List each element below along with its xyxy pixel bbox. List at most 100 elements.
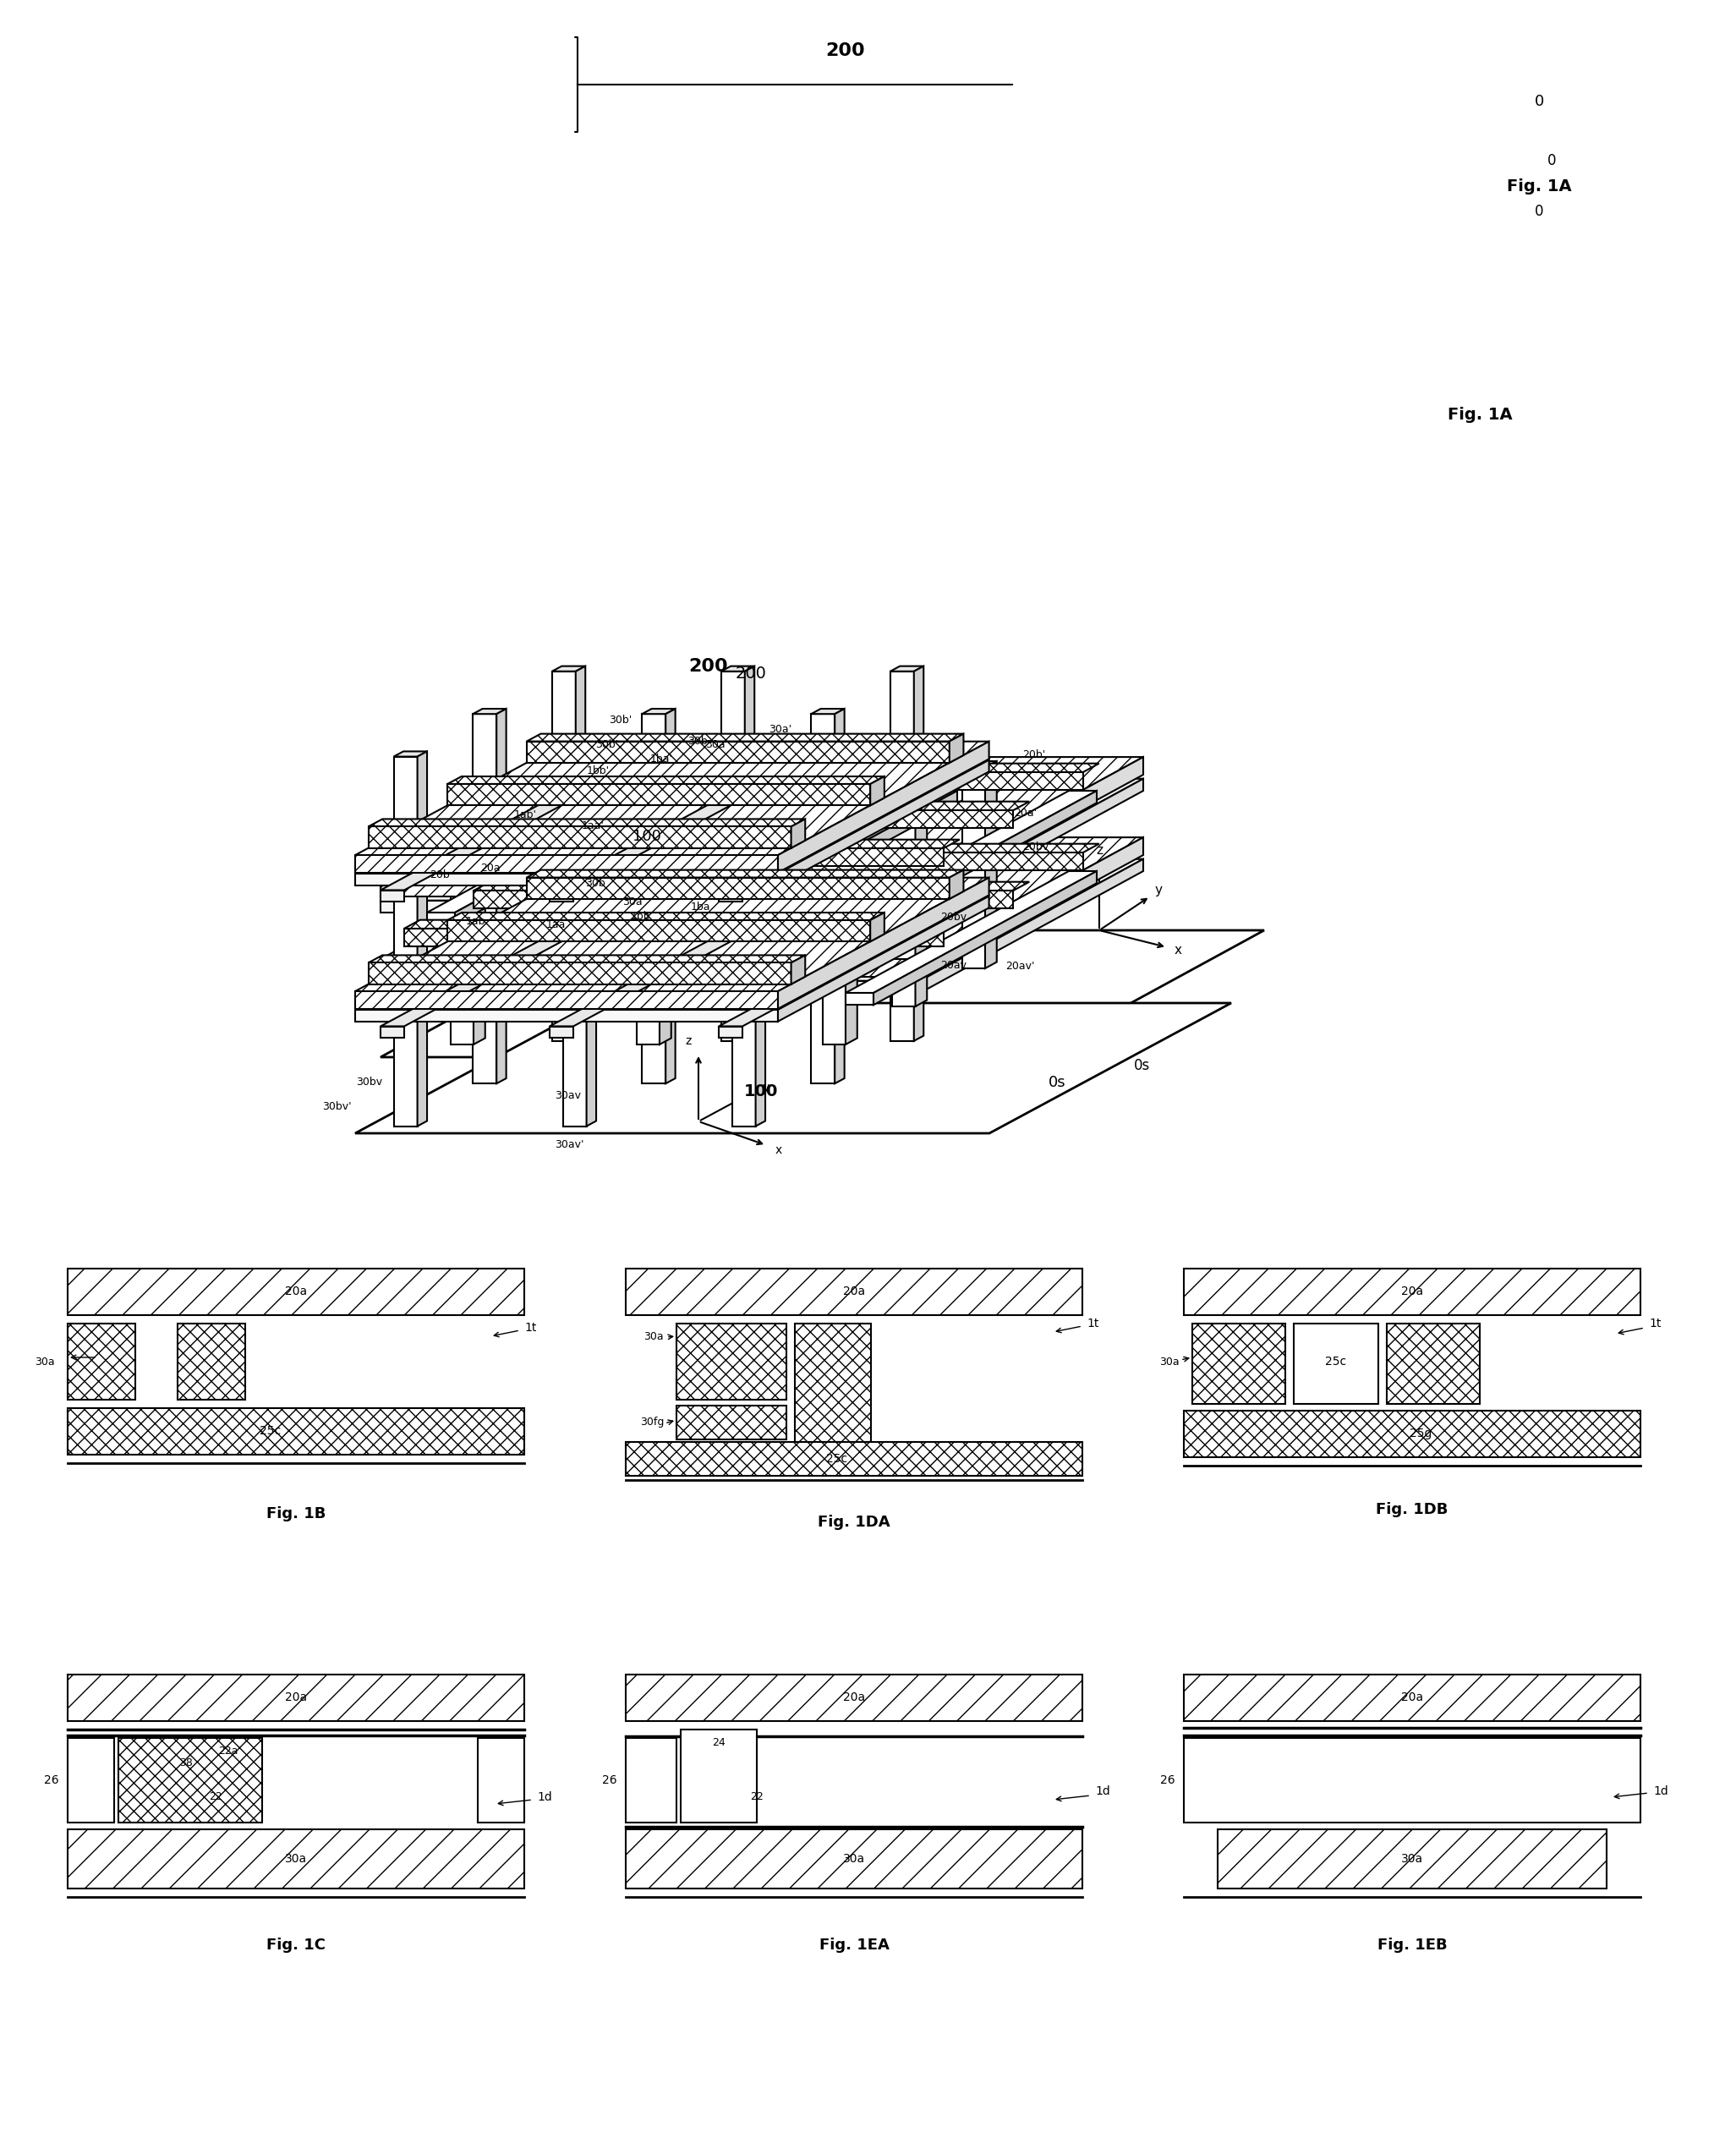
- Text: 1bb: 1bb: [630, 911, 651, 921]
- Text: 20a: 20a: [1401, 1691, 1424, 1704]
- Text: Fig. 1DB: Fig. 1DB: [1377, 1503, 1448, 1518]
- Text: 30a: 30a: [644, 1330, 663, 1343]
- Polygon shape: [368, 827, 792, 849]
- Polygon shape: [870, 776, 884, 806]
- Polygon shape: [356, 1009, 778, 1022]
- Polygon shape: [734, 870, 957, 1005]
- Text: 20bv: 20bv: [941, 911, 967, 921]
- Text: 24: 24: [712, 1736, 726, 1747]
- Polygon shape: [892, 806, 915, 1007]
- Polygon shape: [427, 992, 455, 1005]
- Polygon shape: [984, 761, 996, 969]
- Polygon shape: [950, 733, 963, 763]
- Polygon shape: [474, 810, 1014, 827]
- Text: Fig. 1C: Fig. 1C: [266, 1937, 326, 1952]
- Text: 30b': 30b': [609, 714, 632, 727]
- Polygon shape: [920, 859, 1144, 992]
- Polygon shape: [719, 913, 953, 1026]
- Polygon shape: [474, 881, 1029, 892]
- Polygon shape: [448, 919, 870, 941]
- Polygon shape: [380, 776, 615, 889]
- Polygon shape: [566, 913, 594, 924]
- Text: 30bv': 30bv': [321, 1101, 351, 1112]
- Text: 20b: 20b: [429, 870, 450, 881]
- Polygon shape: [825, 650, 847, 654]
- Polygon shape: [590, 654, 606, 1035]
- Polygon shape: [550, 913, 785, 1026]
- Polygon shape: [920, 757, 1144, 896]
- Text: 30b': 30b': [595, 740, 618, 750]
- Polygon shape: [562, 750, 595, 757]
- Polygon shape: [729, 800, 741, 1007]
- Text: 30av: 30av: [554, 1090, 580, 1101]
- Bar: [625, 1830, 1082, 1888]
- Text: 20a: 20a: [285, 1691, 307, 1704]
- Polygon shape: [368, 956, 806, 962]
- Polygon shape: [368, 962, 792, 983]
- Text: 0s: 0s: [1049, 1075, 1066, 1090]
- Bar: [625, 1268, 1082, 1315]
- Text: 30bv: 30bv: [356, 1078, 382, 1088]
- Text: 30a: 30a: [285, 1854, 307, 1864]
- Text: 25c: 25c: [260, 1426, 281, 1437]
- Polygon shape: [707, 870, 957, 992]
- Polygon shape: [825, 896, 840, 1088]
- Polygon shape: [720, 667, 755, 671]
- Polygon shape: [450, 838, 484, 845]
- Text: 26: 26: [1160, 1775, 1175, 1785]
- Text: 20a: 20a: [844, 1691, 865, 1704]
- Text: y: y: [762, 1082, 769, 1093]
- Polygon shape: [719, 889, 743, 902]
- Text: 1d: 1d: [536, 1792, 552, 1802]
- Polygon shape: [776, 768, 799, 969]
- Polygon shape: [521, 806, 543, 1007]
- Polygon shape: [903, 654, 918, 1035]
- Text: 100: 100: [745, 1084, 778, 1099]
- Polygon shape: [404, 928, 943, 947]
- Polygon shape: [512, 896, 528, 1088]
- Polygon shape: [380, 913, 615, 1026]
- Bar: [68, 1674, 524, 1721]
- Text: Fig. 1EA: Fig. 1EA: [819, 1937, 889, 1952]
- Polygon shape: [356, 759, 990, 874]
- Bar: [68, 1830, 524, 1888]
- Text: 22: 22: [750, 1792, 764, 1802]
- Polygon shape: [745, 667, 755, 1041]
- Text: 200: 200: [826, 43, 865, 60]
- Text: 1t: 1t: [1087, 1317, 1099, 1330]
- Text: x: x: [1174, 945, 1182, 958]
- Bar: [1193, 1323, 1285, 1405]
- Text: y: y: [1154, 883, 1163, 896]
- Bar: [1184, 1268, 1641, 1315]
- Polygon shape: [552, 671, 576, 1041]
- Polygon shape: [845, 838, 858, 1045]
- Polygon shape: [720, 671, 745, 1041]
- Polygon shape: [394, 757, 417, 1127]
- Polygon shape: [668, 654, 684, 1035]
- Polygon shape: [613, 761, 625, 969]
- Text: z: z: [686, 1035, 691, 1048]
- Polygon shape: [526, 870, 963, 877]
- Polygon shape: [356, 877, 990, 992]
- Polygon shape: [356, 1003, 1231, 1133]
- Polygon shape: [835, 710, 844, 1084]
- Polygon shape: [496, 710, 507, 1084]
- Polygon shape: [394, 750, 427, 757]
- Text: 30fg: 30fg: [641, 1417, 663, 1428]
- Polygon shape: [811, 714, 835, 1084]
- Polygon shape: [792, 956, 806, 983]
- Text: 1ba: 1ba: [691, 902, 710, 913]
- Polygon shape: [918, 650, 925, 1035]
- Polygon shape: [472, 714, 496, 1084]
- Polygon shape: [448, 913, 884, 919]
- Text: Fig. 1EB: Fig. 1EB: [1377, 1937, 1448, 1952]
- Polygon shape: [778, 742, 990, 872]
- Polygon shape: [550, 776, 785, 889]
- Bar: [68, 1409, 524, 1454]
- Polygon shape: [637, 838, 672, 845]
- Text: Fig. 1A: Fig. 1A: [1448, 406, 1512, 423]
- Polygon shape: [380, 960, 920, 977]
- Polygon shape: [823, 838, 858, 845]
- Polygon shape: [472, 710, 507, 714]
- Polygon shape: [380, 930, 1264, 1056]
